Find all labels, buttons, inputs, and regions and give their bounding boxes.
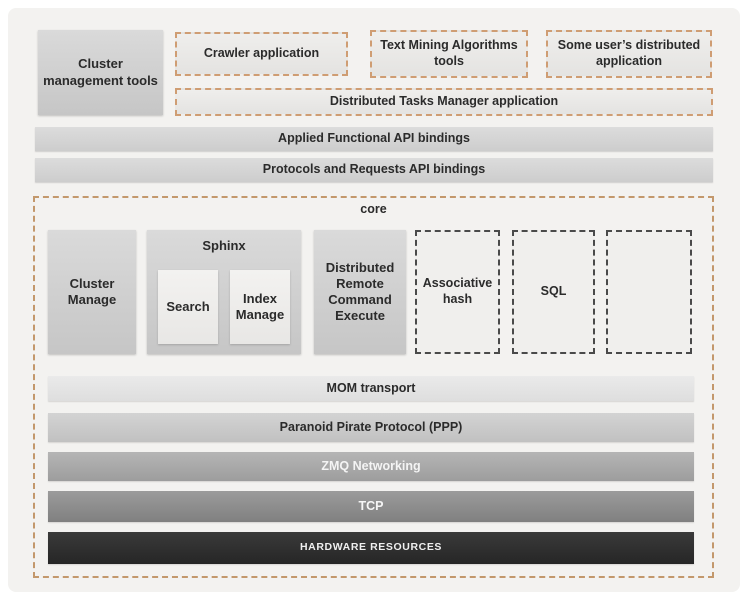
associative-hash-box: Associative hash [415, 230, 500, 354]
user-distributed-application-box: Some user’s distributed application [546, 30, 712, 78]
zmq-networking-layer: ZMQ Networking [48, 452, 694, 481]
crawler-application-box: Crawler application [175, 32, 348, 76]
sql-box: SQL [512, 230, 595, 354]
crawler-application-label: Crawler application [203, 46, 320, 61]
mom-transport-layer: MOM transport [48, 376, 694, 401]
text-mining-algorithms-label: Text Mining Algorithms tools [380, 38, 518, 68]
hardware-resources-label: HARDWARE RESOURCES [299, 541, 443, 554]
core-container: core Cluster Manage Sphinx Search Index … [33, 196, 714, 578]
distributed-tasks-manager-label: Distributed Tasks Manager application [329, 94, 559, 109]
applied-functional-api-bar: Applied Functional API bindings [35, 127, 713, 151]
applied-functional-api-label: Applied Functional API bindings [278, 131, 470, 146]
cluster-management-tools-label: Cluster management tools [43, 56, 158, 88]
associative-hash-label: Associative hash [422, 276, 493, 306]
distributed-remote-command-execute-label: Distributed Remote Command Execute [325, 259, 395, 324]
tcp-label: TCP [358, 498, 384, 513]
index-manage-label: Index Manage [235, 290, 285, 322]
search-label: Search [166, 298, 210, 314]
user-distributed-application-label: Some user’s distributed application [557, 38, 701, 68]
sphinx-label: Sphinx [202, 238, 246, 253]
cluster-management-tools-box: Cluster management tools [38, 30, 163, 115]
index-manage-box: Index Manage [230, 270, 290, 344]
cluster-manage-box: Cluster Manage [48, 230, 136, 354]
core-title: core [360, 202, 387, 216]
paranoid-pirate-protocol-label: Paranoid Pirate Protocol (PPP) [279, 419, 463, 434]
mom-transport-label: MOM transport [326, 380, 416, 395]
text-mining-algorithms-box: Text Mining Algorithms tools [370, 30, 528, 78]
sphinx-box: Sphinx Search Index Manage [147, 230, 301, 354]
sql-label: SQL [540, 284, 567, 299]
cluster-manage-label: Cluster Manage [67, 275, 117, 307]
distributed-tasks-manager-box: Distributed Tasks Manager application [175, 88, 713, 116]
storage-placeholder-box [606, 230, 692, 354]
paranoid-pirate-protocol-layer: Paranoid Pirate Protocol (PPP) [48, 413, 694, 442]
hardware-resources-layer: HARDWARE RESOURCES [48, 532, 694, 564]
protocols-requests-api-bar: Protocols and Requests API bindings [35, 158, 713, 182]
protocols-requests-api-label: Protocols and Requests API bindings [262, 162, 486, 177]
tcp-layer: TCP [48, 491, 694, 522]
zmq-networking-label: ZMQ Networking [321, 458, 421, 473]
distributed-remote-command-execute-box: Distributed Remote Command Execute [314, 230, 406, 354]
search-box: Search [158, 270, 218, 344]
